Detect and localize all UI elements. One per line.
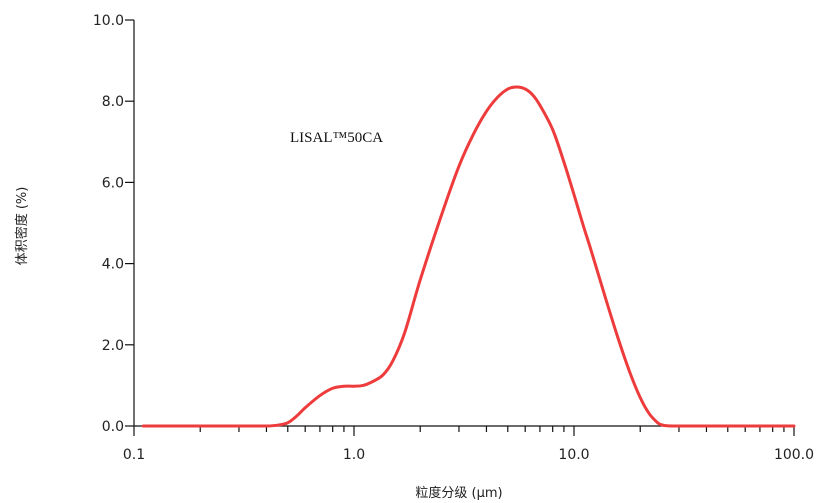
x-tick-label: 0.1 <box>123 447 145 463</box>
y-tick-label: 6.0 <box>102 175 124 191</box>
x-axis-ticks: 0.1 1.0 10.0 100.0 <box>123 426 814 463</box>
y-axis-label: 体积密度 (%) <box>14 187 30 266</box>
x-tick-label: 10.0 <box>558 447 589 463</box>
x-axis-label: 粒度分级 (μm) <box>415 485 502 501</box>
y-tick-label: 4.0 <box>102 257 124 273</box>
y-tick-label: 10.0 <box>93 13 124 29</box>
volume-density-curve <box>141 85 796 428</box>
product-annotation: LISAL™50CA <box>290 130 383 146</box>
y-tick-label: 8.0 <box>102 94 124 110</box>
x-tick-label: 100.0 <box>774 447 814 463</box>
x-tick-label: 1.0 <box>343 447 365 463</box>
y-tick-label: 2.0 <box>102 338 124 354</box>
y-tick-label: 0.0 <box>102 419 124 435</box>
y-axis-ticks: 0.0 2.0 4.0 6.0 8.0 10.0 <box>93 13 134 435</box>
